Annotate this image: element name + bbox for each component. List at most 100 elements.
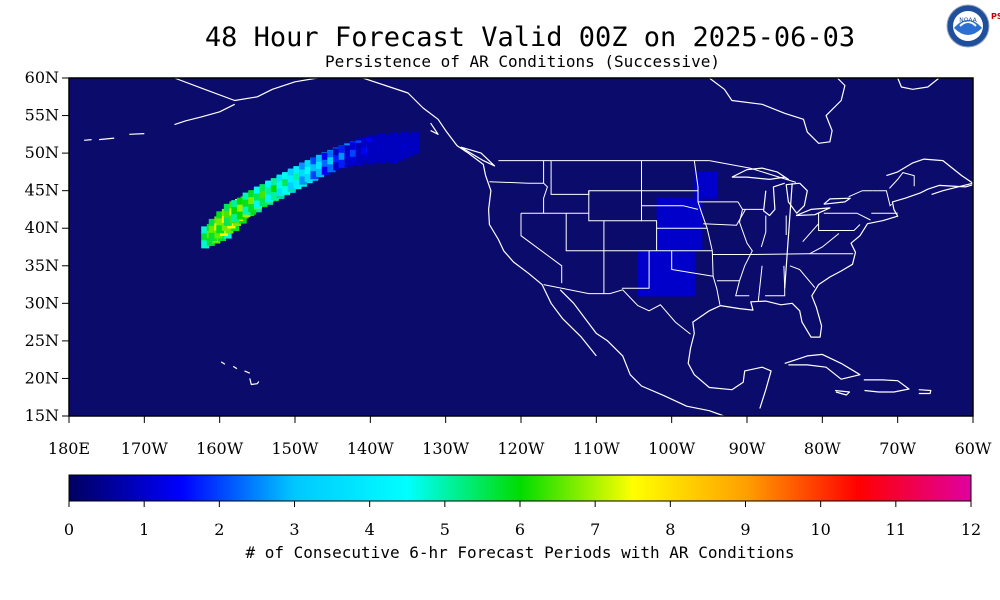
ar-cell — [667, 205, 673, 211]
lat-tick-label: 35N — [25, 256, 59, 275]
ar-cell — [675, 292, 680, 297]
state-border — [489, 181, 544, 184]
ar-cell — [675, 254, 680, 259]
ar-cell — [660, 250, 665, 256]
ar-cell — [679, 265, 684, 271]
ar-cell — [641, 258, 646, 263]
ar-cell — [293, 180, 302, 189]
ar-cell — [656, 288, 661, 293]
ar-cell — [299, 169, 308, 178]
ar-cell — [671, 284, 677, 289]
coastline — [99, 137, 115, 141]
ar-cell — [664, 216, 669, 222]
ar-cell — [649, 277, 654, 282]
ar-cell — [667, 209, 673, 214]
ar-cell — [236, 204, 245, 213]
ar-cell — [675, 228, 680, 233]
colorbar-tick-label: 9 — [740, 520, 750, 539]
ar-cell — [637, 250, 643, 256]
ar-cell — [660, 254, 665, 259]
ar-cell — [242, 199, 251, 208]
ar-cell — [236, 211, 245, 220]
ar-cell — [660, 273, 665, 278]
ar-cell — [682, 201, 688, 207]
ar-cell — [383, 134, 392, 143]
ar-cell — [675, 239, 680, 244]
ar-cell — [705, 179, 710, 184]
ar-cell — [299, 162, 308, 171]
ar-cell — [660, 277, 665, 282]
ar-cell — [660, 288, 665, 293]
ar-cell — [679, 224, 684, 229]
ar-cell — [686, 231, 692, 237]
ar-cell — [637, 269, 643, 274]
ar-cell — [667, 239, 673, 244]
ar-cell — [694, 239, 699, 244]
ar-cell — [656, 265, 661, 271]
ar-cell — [671, 273, 677, 278]
ar-cell — [682, 235, 688, 241]
noaa-logo: NOAA — [946, 4, 990, 48]
ar-cell — [641, 254, 646, 259]
ar-cell — [216, 225, 225, 234]
ar-cell — [265, 187, 274, 196]
ar-cell — [645, 292, 650, 297]
state-border — [550, 160, 642, 195]
state-border — [789, 265, 816, 288]
ar-cell — [671, 262, 677, 267]
ar-cell — [378, 133, 387, 142]
ar-cell — [694, 183, 699, 188]
ar-cell — [709, 194, 714, 199]
ar-cell — [682, 250, 688, 256]
ar-cell — [282, 179, 291, 188]
ar-cell — [660, 213, 665, 218]
ar-cell — [679, 288, 684, 293]
ar-cell — [686, 205, 692, 211]
ar-cell — [679, 280, 684, 286]
ar-cell — [671, 269, 677, 274]
ar-cell — [690, 235, 695, 241]
coastline — [795, 207, 831, 217]
ar-cell — [690, 213, 695, 218]
ar-cell — [645, 277, 650, 282]
ar-cell — [253, 186, 262, 195]
psl-text: PSL — [991, 12, 1000, 21]
ar-cell — [671, 216, 677, 222]
ar-cell — [686, 239, 692, 244]
ar-cell — [667, 216, 673, 222]
ar-cell — [709, 190, 714, 196]
ar-cell — [679, 235, 684, 241]
ar-cell — [698, 175, 703, 180]
ar-cell — [660, 216, 665, 222]
ar-cell — [671, 258, 677, 263]
colorbar-tick-label: 12 — [961, 520, 981, 539]
ar-cell — [664, 220, 669, 226]
coastline — [232, 365, 238, 370]
ar-cell — [201, 240, 210, 249]
ar-cell — [686, 292, 692, 297]
ar-cell — [701, 194, 707, 199]
ar-cell — [270, 192, 279, 201]
ar-cell — [671, 292, 677, 297]
ar-cell — [641, 277, 646, 282]
ar-cell — [686, 201, 692, 207]
ar-cell — [698, 183, 703, 188]
ar-cell — [698, 216, 703, 222]
ar-cell — [637, 273, 643, 278]
ar-cell — [698, 186, 703, 192]
ar-cell — [664, 265, 669, 271]
ar-cell — [682, 288, 688, 293]
ar-cell — [349, 142, 358, 151]
ar-cell — [679, 198, 684, 203]
ar-cell — [400, 131, 409, 140]
colorbar-title: # of Consecutive 6-hr Forecast Periods w… — [245, 543, 795, 562]
colorbar-tick-label: 2 — [214, 520, 224, 539]
ar-cell — [664, 284, 669, 289]
colorbar — [68, 474, 972, 502]
ar-cell — [713, 183, 718, 188]
ar-cell — [656, 201, 661, 207]
ar-cell — [208, 218, 217, 227]
ar-cell — [690, 239, 695, 244]
ar-cell — [667, 265, 673, 271]
ar-cell — [671, 277, 677, 282]
